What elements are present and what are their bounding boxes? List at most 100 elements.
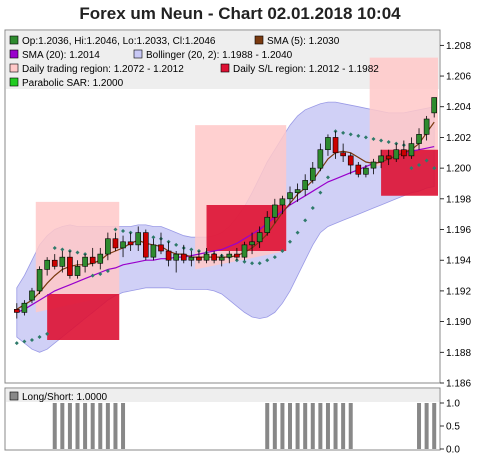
sar-point xyxy=(45,331,50,336)
longshort-bar xyxy=(265,403,270,449)
sar-point xyxy=(37,334,42,339)
longshort-bar xyxy=(75,403,80,449)
candle-body xyxy=(36,269,43,292)
longshort-legend-background xyxy=(6,389,439,402)
sar-point xyxy=(98,272,103,277)
candle-body xyxy=(431,97,438,114)
price-tick-label: 1.198 xyxy=(446,194,471,205)
candle-body xyxy=(317,149,324,169)
sar-point xyxy=(257,261,262,266)
legend-sma5: SMA (5): 1.2030 xyxy=(267,36,340,47)
longshort-bar xyxy=(424,403,429,449)
legend-swatch-sar xyxy=(9,77,19,87)
candle-body xyxy=(59,256,66,267)
sar-point xyxy=(341,130,346,135)
candle-body xyxy=(44,259,50,270)
price-tick-label: 1.192 xyxy=(446,286,471,297)
legend-swatch-sma20 xyxy=(9,49,19,59)
longshort-bar xyxy=(60,403,65,449)
sar-point xyxy=(265,258,270,263)
candle-body xyxy=(89,256,96,264)
candle-body xyxy=(196,256,202,261)
sar-point xyxy=(295,230,300,235)
sar-point xyxy=(250,261,255,266)
sar-point xyxy=(379,138,384,143)
candle-body xyxy=(203,253,210,261)
sl-region-2 xyxy=(206,204,287,252)
longshort-bar xyxy=(333,403,338,449)
longshort-bar xyxy=(432,403,437,449)
candle-body xyxy=(234,253,240,258)
sar-point xyxy=(409,166,414,171)
candle-body xyxy=(287,192,293,200)
price-tick-label: 1.194 xyxy=(446,256,471,267)
sar-point xyxy=(386,140,391,145)
candle-body xyxy=(241,244,248,258)
price-tick-label: 1.204 xyxy=(446,102,471,113)
sar-point xyxy=(75,250,80,255)
sar-point xyxy=(356,133,361,138)
sar-point xyxy=(303,218,308,223)
longshort-bar xyxy=(310,403,315,449)
candle-body xyxy=(82,256,88,267)
longshort-bar xyxy=(105,403,110,449)
candle-body xyxy=(127,241,134,246)
sar-point xyxy=(121,229,126,234)
longshort-bar xyxy=(303,403,308,449)
candle-body xyxy=(302,180,308,190)
candle-body xyxy=(340,152,346,157)
sar-point xyxy=(417,163,422,168)
longshort-bar xyxy=(272,403,277,449)
candle-body xyxy=(385,155,392,160)
price-tick-label: 1.206 xyxy=(446,72,471,83)
sar-point xyxy=(151,235,156,240)
candle-body xyxy=(67,256,73,276)
candle-body xyxy=(423,118,430,135)
longshort-bar xyxy=(348,403,353,449)
sar-point xyxy=(22,339,27,344)
candle-body xyxy=(332,137,339,154)
candle-body xyxy=(143,232,149,258)
legend-sar: Parabolic SAR: 1.2000 xyxy=(22,78,124,89)
sma20-line xyxy=(16,146,435,313)
candle-body xyxy=(21,302,28,313)
candle-body xyxy=(249,241,255,246)
sar-point xyxy=(310,206,315,211)
sar-point xyxy=(280,249,285,254)
trading-region-1 xyxy=(35,201,120,313)
longshort-tick-label: 0.0 xyxy=(446,445,460,456)
longshort-bar xyxy=(318,403,323,449)
candle-body xyxy=(416,134,422,144)
candle-body xyxy=(325,137,331,151)
sar-point xyxy=(348,132,353,137)
candle-body xyxy=(211,253,217,261)
longshort-bar xyxy=(417,403,422,449)
sar-point xyxy=(288,239,293,244)
longshort-bar xyxy=(325,403,330,449)
price-tick-label: 1.208 xyxy=(446,41,471,52)
longshort-bar xyxy=(295,403,300,449)
legend-ohlc: Op:1.2036, Hi:1.2046, Lo:1.2033, Cl:1.20… xyxy=(22,36,216,47)
legend-bollinger: Bollinger (20, 2): 1.1988 - 1.2040 xyxy=(146,50,293,61)
candle-body xyxy=(370,161,377,169)
sar-point xyxy=(113,227,118,232)
longshort-tick-label: 0.5 xyxy=(446,422,460,433)
sl-region-1 xyxy=(47,293,120,341)
sar-point xyxy=(83,252,88,257)
longshort-bar xyxy=(98,403,103,449)
sar-point xyxy=(52,245,57,250)
sar-point xyxy=(272,255,277,260)
longshort-bar xyxy=(280,403,285,449)
candle-body xyxy=(173,253,179,261)
price-tick-label: 1.190 xyxy=(446,317,471,328)
longshort-bar xyxy=(83,403,88,449)
legend-swatch-sl-region xyxy=(220,63,230,73)
candle-body xyxy=(294,189,301,193)
candle-body xyxy=(256,232,263,243)
candle-body xyxy=(408,143,415,157)
legend-sl-region: Daily S/L region: 1.2012 - 1.1982 xyxy=(233,64,379,75)
candle-body xyxy=(401,149,407,157)
legend-swatch-bollinger xyxy=(133,49,143,59)
legend-swatch-longshort xyxy=(9,391,19,401)
